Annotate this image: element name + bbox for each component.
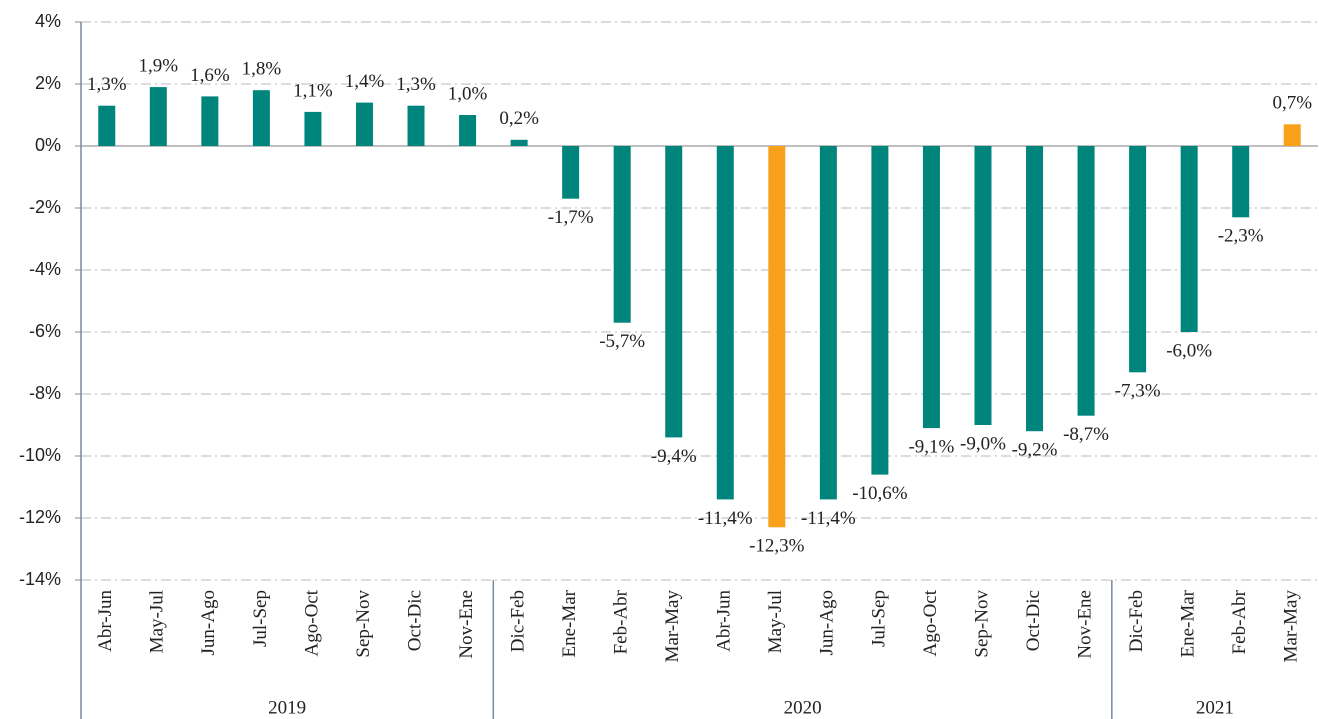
data-label: -9,2% [1012, 440, 1058, 461]
x-tick-label: Dic-Feb [507, 590, 528, 652]
bar [768, 146, 786, 528]
data-label: 1,3% [396, 74, 436, 95]
x-tick-label: Abr-Jun [714, 590, 735, 652]
x-tick-label: Feb-Abr [1229, 589, 1250, 654]
x-tick-label: Sep-Nov [971, 590, 992, 658]
data-label: -11,4% [698, 508, 753, 529]
y-tick-label: 4% [35, 11, 61, 31]
bar [1077, 146, 1095, 416]
x-tick-label: Nov-Ene [1074, 590, 1095, 659]
data-label: -9,4% [651, 446, 697, 467]
x-tick-label: Jul-Sep [868, 590, 889, 647]
data-label: -8,7% [1063, 424, 1109, 445]
x-tick-label: Ene-Mar [559, 589, 580, 657]
y-tick-label: 2% [35, 73, 61, 93]
bar [974, 146, 992, 425]
bar [716, 146, 734, 500]
bar [304, 111, 322, 146]
y-tick-label: 0% [35, 135, 61, 155]
x-tick-label: Dic-Feb [1126, 590, 1147, 652]
x-tick-label: May-Jul [765, 590, 786, 653]
data-label: -2,3% [1218, 226, 1264, 247]
bar [459, 115, 477, 146]
y-tick-label: -2% [29, 197, 61, 217]
x-tick-label: Ene-Mar [1178, 589, 1199, 657]
y-tick-label: -14% [19, 569, 61, 589]
x-tick-label: Ago-Oct [920, 589, 941, 656]
data-label: -7,3% [1115, 381, 1161, 402]
x-tick-label: Jul-Sep [250, 590, 271, 647]
y-tick-label: -8% [29, 383, 61, 403]
x-tick-label: Abr-Jun [95, 590, 116, 652]
bar [407, 105, 425, 146]
bar [149, 87, 167, 146]
bar [1283, 124, 1301, 146]
bar [871, 146, 889, 475]
x-tick-label: Nov-Ene [456, 590, 477, 659]
data-label: 0,2% [499, 108, 539, 129]
data-label: -1,7% [548, 207, 594, 228]
y-tick-label: -10% [19, 445, 61, 465]
bar [1180, 146, 1198, 332]
bar [1026, 146, 1044, 432]
data-label: 0,7% [1272, 93, 1312, 114]
data-label: 1,8% [242, 59, 282, 80]
data-label: 1,4% [345, 71, 385, 92]
data-label: 1,3% [87, 74, 127, 95]
data-label: 1,6% [190, 65, 230, 86]
bar [613, 146, 631, 323]
bar [510, 139, 528, 146]
y-tick-label: -4% [29, 259, 61, 279]
x-tick-label: Jun-Ago [817, 590, 838, 655]
data-label: -5,7% [599, 331, 645, 352]
bar [1232, 146, 1250, 218]
x-tick-label: Oct-Dic [404, 590, 425, 651]
x-tick-label: Mar-May [1281, 590, 1302, 663]
data-label: -12,3% [749, 536, 805, 557]
x-tick-label: Jun-Ago [198, 590, 219, 655]
data-label: -9,0% [960, 433, 1006, 454]
group-label: 2020 [784, 697, 822, 718]
y-tick-label: -6% [29, 321, 61, 341]
bar [665, 146, 683, 438]
group-label: 2021 [1196, 697, 1234, 718]
data-label: -9,1% [908, 436, 954, 457]
data-label: 1,1% [293, 80, 333, 101]
bar [1129, 146, 1147, 373]
data-label: 1,9% [139, 55, 179, 76]
bar [562, 146, 580, 199]
bar [98, 105, 116, 146]
bar [819, 146, 837, 500]
bar [355, 102, 373, 146]
x-tick-label: May-Jul [147, 590, 168, 653]
data-label: 1,0% [448, 83, 488, 104]
x-tick-label: Oct-Dic [1023, 590, 1044, 651]
x-tick-label: Mar-May [662, 590, 683, 663]
group-label: 2019 [268, 697, 306, 718]
data-label: -6,0% [1166, 340, 1212, 361]
bar [201, 96, 219, 146]
x-tick-label: Feb-Abr [611, 589, 632, 654]
data-label: -10,6% [852, 483, 908, 504]
y-tick-label: -12% [19, 507, 61, 527]
x-tick-label: Ago-Oct [301, 589, 322, 656]
data-label: -11,4% [801, 508, 856, 529]
bar [252, 90, 270, 146]
x-tick-label: Sep-Nov [353, 590, 374, 658]
bar [922, 146, 940, 429]
